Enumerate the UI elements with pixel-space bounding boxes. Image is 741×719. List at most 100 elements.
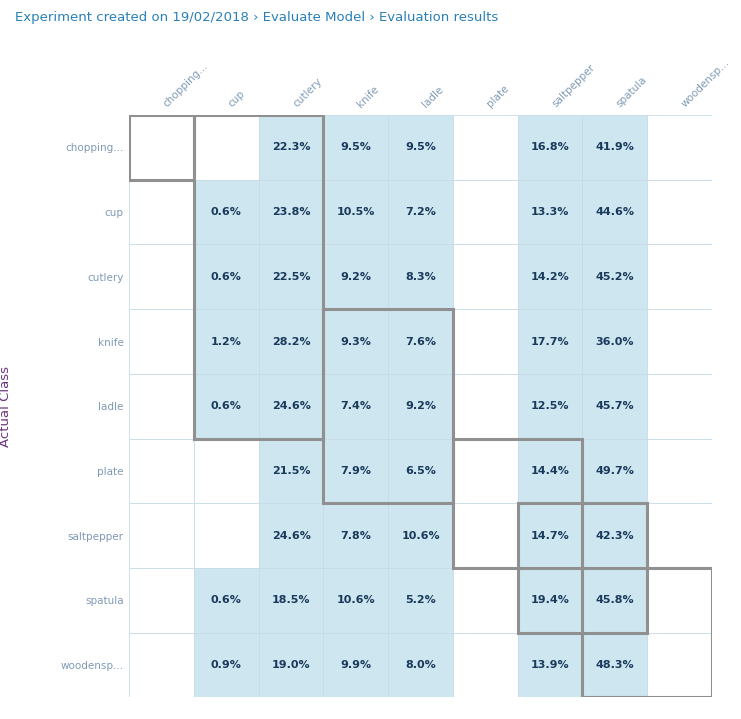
- Bar: [259, 503, 324, 568]
- Text: 0.6%: 0.6%: [211, 272, 242, 282]
- Bar: [130, 503, 194, 568]
- Bar: [517, 180, 582, 244]
- Bar: [517, 439, 582, 503]
- Bar: [582, 244, 647, 309]
- Bar: [130, 374, 194, 439]
- Bar: [130, 244, 194, 309]
- Text: 49.7%: 49.7%: [595, 466, 634, 476]
- Bar: [582, 568, 647, 633]
- Text: 21.5%: 21.5%: [272, 466, 310, 476]
- Text: 16.8%: 16.8%: [531, 142, 569, 152]
- Bar: [453, 180, 517, 244]
- Bar: [324, 568, 388, 633]
- Text: 13.9%: 13.9%: [531, 660, 569, 670]
- Bar: [517, 633, 582, 697]
- Text: 28.2%: 28.2%: [272, 336, 310, 347]
- Text: 14.2%: 14.2%: [531, 272, 569, 282]
- Text: 48.3%: 48.3%: [595, 660, 634, 670]
- Text: 10.5%: 10.5%: [336, 207, 375, 217]
- Text: 8.3%: 8.3%: [405, 272, 436, 282]
- Bar: [453, 439, 582, 568]
- Text: 7.2%: 7.2%: [405, 207, 436, 217]
- Bar: [130, 115, 194, 180]
- Bar: [517, 244, 582, 309]
- Bar: [647, 374, 711, 439]
- Bar: [582, 374, 647, 439]
- Text: 45.8%: 45.8%: [595, 595, 634, 605]
- Bar: [453, 633, 517, 697]
- Bar: [130, 309, 194, 374]
- Bar: [517, 568, 582, 633]
- Text: 8.0%: 8.0%: [405, 660, 436, 670]
- Bar: [647, 503, 711, 568]
- Text: 9.5%: 9.5%: [340, 142, 371, 152]
- Bar: [647, 244, 711, 309]
- Bar: [130, 633, 194, 697]
- Text: 9.2%: 9.2%: [405, 401, 436, 411]
- Bar: [194, 244, 259, 309]
- Text: 42.3%: 42.3%: [595, 531, 634, 541]
- Bar: [130, 115, 194, 180]
- Bar: [517, 309, 582, 374]
- Bar: [259, 115, 324, 180]
- Bar: [517, 503, 582, 568]
- Bar: [324, 244, 388, 309]
- Bar: [324, 374, 388, 439]
- Text: 9.2%: 9.2%: [340, 272, 371, 282]
- Bar: [453, 244, 517, 309]
- Bar: [259, 633, 324, 697]
- Text: 0.6%: 0.6%: [211, 401, 242, 411]
- Text: 13.3%: 13.3%: [531, 207, 569, 217]
- Text: 19.0%: 19.0%: [272, 660, 310, 670]
- Text: 0.9%: 0.9%: [211, 660, 242, 670]
- Bar: [194, 115, 324, 439]
- Bar: [388, 115, 453, 180]
- Bar: [259, 439, 324, 503]
- Bar: [453, 309, 517, 374]
- Bar: [647, 568, 711, 633]
- Bar: [194, 180, 259, 244]
- Bar: [324, 503, 388, 568]
- Bar: [259, 244, 324, 309]
- Bar: [582, 115, 647, 180]
- Text: 7.8%: 7.8%: [340, 531, 371, 541]
- Bar: [647, 309, 711, 374]
- Text: 5.2%: 5.2%: [405, 595, 436, 605]
- Bar: [582, 439, 647, 503]
- Text: 18.5%: 18.5%: [272, 595, 310, 605]
- Text: Experiment created on 19/02/2018 › Evaluate Model › Evaluation results: Experiment created on 19/02/2018 › Evalu…: [15, 11, 498, 24]
- Bar: [194, 374, 259, 439]
- Bar: [130, 180, 194, 244]
- Text: 9.9%: 9.9%: [340, 660, 371, 670]
- Text: 22.3%: 22.3%: [272, 142, 310, 152]
- Text: 24.6%: 24.6%: [272, 531, 310, 541]
- Bar: [388, 309, 453, 374]
- Text: 0.6%: 0.6%: [211, 595, 242, 605]
- Text: 0.6%: 0.6%: [211, 207, 242, 217]
- Text: 23.8%: 23.8%: [272, 207, 310, 217]
- Bar: [194, 439, 259, 503]
- Text: 10.6%: 10.6%: [336, 595, 375, 605]
- Bar: [582, 309, 647, 374]
- Bar: [324, 115, 388, 180]
- Bar: [453, 374, 517, 439]
- Bar: [194, 309, 259, 374]
- Text: 41.9%: 41.9%: [595, 142, 634, 152]
- Bar: [647, 115, 711, 180]
- Bar: [259, 374, 324, 439]
- Text: 10.6%: 10.6%: [401, 531, 440, 541]
- Text: 22.5%: 22.5%: [272, 272, 310, 282]
- Text: 24.6%: 24.6%: [272, 401, 310, 411]
- Text: 6.5%: 6.5%: [405, 466, 436, 476]
- Text: 14.7%: 14.7%: [531, 531, 569, 541]
- Text: 36.0%: 36.0%: [596, 336, 634, 347]
- Bar: [324, 309, 453, 503]
- Bar: [324, 309, 388, 374]
- Text: 19.4%: 19.4%: [531, 595, 569, 605]
- Bar: [453, 568, 517, 633]
- Bar: [194, 503, 259, 568]
- Text: 1.2%: 1.2%: [211, 336, 242, 347]
- Text: 17.7%: 17.7%: [531, 336, 569, 347]
- Bar: [517, 503, 647, 633]
- Bar: [194, 568, 259, 633]
